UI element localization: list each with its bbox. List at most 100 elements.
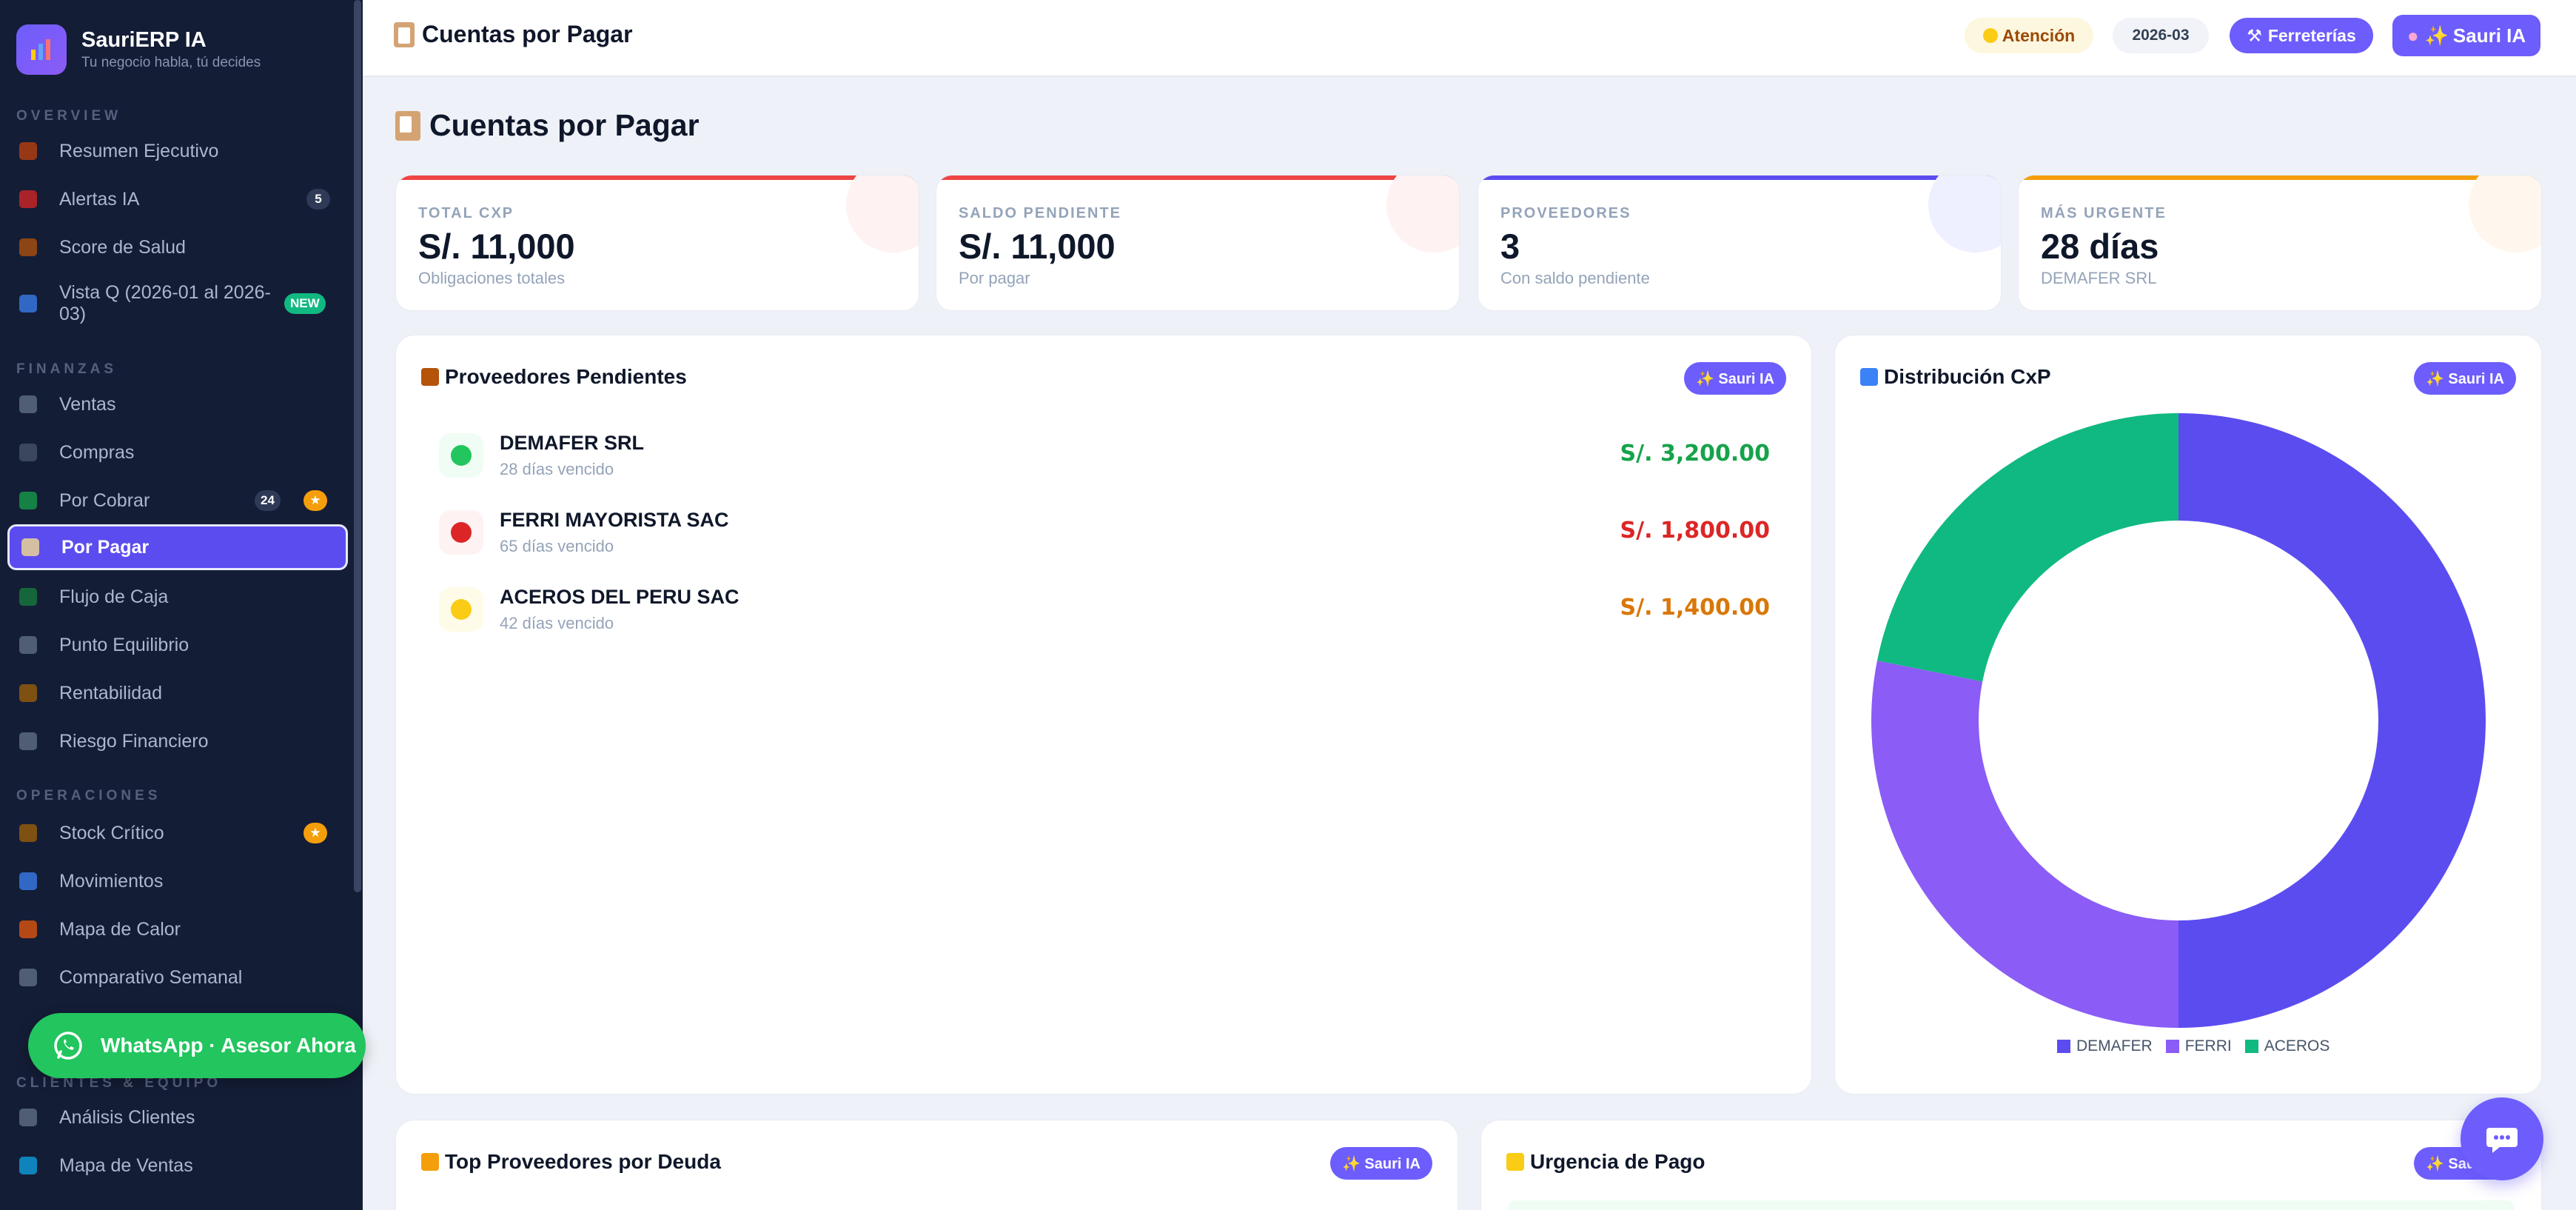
sidebar-item-mapa-ventas[interactable]: Mapa de Ventas bbox=[7, 1143, 348, 1189]
whatsapp-button[interactable]: WhatsApp · Asesor Ahora bbox=[28, 1013, 366, 1078]
clipboard-icon bbox=[21, 538, 39, 556]
brand-logo-icon bbox=[16, 24, 67, 75]
sidebar-item-label: Compras bbox=[59, 441, 135, 463]
traffic-light-icon bbox=[1506, 1153, 1524, 1171]
alerts-count-badge: 5 bbox=[306, 189, 330, 210]
bag-icon bbox=[19, 684, 37, 702]
legend-label: FERRI bbox=[2184, 1037, 2232, 1054]
legend-item[interactable]: FERRI bbox=[2165, 1037, 2232, 1055]
status-indicator-icon bbox=[439, 433, 483, 478]
sidebar-item-analisis-clientes[interactable]: Análisis Clientes bbox=[7, 1094, 348, 1140]
sidebar-item-label: Alertas IA bbox=[59, 188, 140, 210]
sector-button[interactable]: ⚒ Ferreterías bbox=[2230, 18, 2373, 53]
kpi-sub: Con saldo pendiente bbox=[1500, 269, 1650, 287]
kpi-label: SALDO PENDIENTE bbox=[959, 205, 1122, 221]
urgency-card-title: Urgencia de Pago bbox=[1506, 1150, 1705, 1174]
sidebar-item-por-cobrar[interactable]: Por Cobrar 24 ★ bbox=[7, 478, 348, 524]
sidebar-item-flujo-caja[interactable]: Flujo de Caja bbox=[7, 574, 348, 620]
provider-name: FERRI MAYORISTA SAC bbox=[500, 509, 729, 531]
whatsapp-icon bbox=[54, 1032, 82, 1060]
sidebar-item-score[interactable]: Score de Salud bbox=[7, 224, 348, 270]
kpi-value: S/. 11,000 bbox=[959, 227, 1116, 266]
distribution-card-title: Distribución CxP bbox=[1860, 365, 2051, 389]
top-providers-card-title: Top Proveedores por Deuda bbox=[421, 1150, 721, 1174]
kpi-sub: DEMAFER SRL bbox=[2041, 269, 2157, 287]
sidebar-item-resumen[interactable]: Resumen Ejecutivo bbox=[7, 128, 348, 174]
sidebar-item-label: Vista Q (2026-01 al 2026-03) bbox=[59, 282, 271, 324]
brain-icon: ● bbox=[2406, 24, 2419, 47]
sidebar-item-mapa-calor[interactable]: Mapa de Calor bbox=[7, 906, 348, 952]
pill-icon bbox=[19, 238, 37, 256]
sidebar-item-label: Mapa de Calor bbox=[59, 918, 181, 940]
status-indicator-icon bbox=[439, 510, 483, 555]
providers-card-title-text: Proveedores Pendientes bbox=[445, 365, 687, 388]
kpi-value: 3 bbox=[1500, 227, 1520, 266]
status-indicator-icon bbox=[439, 587, 483, 632]
por-cobrar-count-badge: 24 bbox=[255, 490, 281, 511]
sidebar-item-label: Stock Crítico bbox=[59, 822, 164, 843]
sauri-ia-label: Sauri IA bbox=[2452, 24, 2526, 47]
topbar-title: Cuentas por Pagar bbox=[394, 21, 633, 48]
legend-swatch bbox=[2244, 1040, 2258, 1053]
box-icon bbox=[19, 824, 37, 842]
sidebar-item-label: Punto Equilibrio bbox=[59, 634, 189, 655]
brand[interactable]: SauriERP IA Tu negocio habla, tú decides bbox=[16, 24, 261, 76]
legend-item[interactable]: DEMAFER bbox=[2057, 1037, 2153, 1055]
donut-chart bbox=[1871, 413, 2486, 1028]
clipboard-icon bbox=[395, 110, 420, 141]
kpi-value: S/. 11,000 bbox=[418, 227, 575, 266]
sidebar-item-riesgo[interactable]: Riesgo Financiero bbox=[7, 718, 348, 764]
sidebar-item-movimientos[interactable]: Movimientos bbox=[7, 858, 348, 904]
section-operaciones: OPERACIONES bbox=[16, 788, 161, 803]
kpi-total-cxp: TOTAL CXP S/. 11,000 Obligaciones totale… bbox=[395, 175, 919, 311]
new-badge: NEW bbox=[284, 293, 326, 314]
clipboard-icon bbox=[394, 21, 415, 47]
sidebar-item-label: Comparativo Semanal bbox=[59, 966, 243, 988]
period-chip[interactable]: 2026-03 bbox=[2113, 18, 2209, 53]
cart-icon bbox=[19, 444, 37, 461]
hammer-icon: ⚒ bbox=[2247, 25, 2262, 45]
sidebar-item-punto-equilibrio[interactable]: Punto Equilibrio bbox=[7, 622, 348, 668]
urgency-card: Urgencia de Pago ✨ Sauri IA bbox=[1480, 1120, 2542, 1210]
sauri-ia-button[interactable]: ✨ Sauri IA bbox=[1684, 362, 1786, 395]
sidebar-item-label: Score de Salud bbox=[59, 236, 186, 258]
sidebar-item-por-pagar[interactable]: Por Pagar bbox=[7, 524, 348, 570]
sidebar-item-label: Análisis Clientes bbox=[59, 1106, 195, 1128]
home-icon bbox=[19, 142, 37, 160]
sauri-ia-button[interactable]: ● ✨ Sauri IA bbox=[2392, 15, 2540, 56]
provider-row[interactable]: FERRI MAYORISTA SAC 65 días vencido S/. … bbox=[439, 500, 1770, 566]
scale-icon bbox=[19, 636, 37, 654]
chat-bubble-icon bbox=[2486, 1128, 2518, 1153]
chat-button[interactable] bbox=[2461, 1097, 2543, 1180]
donut-slice-aceros[interactable] bbox=[1876, 413, 2178, 682]
sector-label: Ferreterías bbox=[2267, 25, 2356, 45]
sidebar-item-alertas[interactable]: Alertas IA 5 bbox=[7, 176, 348, 222]
sauri-ia-button[interactable]: ✨ Sauri IA bbox=[2414, 362, 2516, 395]
sidebar-item-rentabilidad[interactable]: Rentabilidad bbox=[7, 670, 348, 716]
refresh-icon bbox=[19, 872, 37, 890]
kpi-label: TOTAL CXP bbox=[418, 205, 514, 221]
legend-item[interactable]: ACEROS bbox=[2244, 1037, 2330, 1055]
sidebar-item-compras[interactable]: Compras bbox=[7, 429, 348, 475]
sidebar-item-ventas[interactable]: Ventas bbox=[7, 381, 348, 427]
sidebar-item-label: Flujo de Caja bbox=[59, 586, 169, 607]
top-providers-card-title-text: Top Proveedores por Deuda bbox=[445, 1150, 721, 1173]
provider-row[interactable]: DEMAFER SRL 28 días vencido S/. 3,200.00 bbox=[439, 423, 1770, 489]
urgency-card-title-text: Urgencia de Pago bbox=[1530, 1150, 1705, 1173]
sidebar-item-stock[interactable]: Stock Crítico ★ bbox=[7, 810, 348, 856]
kpi-sub: Por pagar bbox=[959, 269, 1030, 287]
sauri-ia-button[interactable]: ✨ Sauri IA bbox=[1330, 1147, 1432, 1180]
whatsapp-label: WhatsApp · Asesor Ahora bbox=[101, 1034, 356, 1057]
sidebar-item-comparativo[interactable]: Comparativo Semanal bbox=[7, 955, 348, 1000]
sidebar-item-vista-q[interactable]: Vista Q (2026-01 al 2026-03) NEW bbox=[7, 274, 348, 333]
sparkle-icon: ✨ bbox=[2424, 24, 2449, 47]
kpi-label: MÁS URGENTE bbox=[2041, 205, 2167, 221]
section-finanzas: FINANZAS bbox=[16, 361, 118, 377]
provider-name: DEMAFER SRL bbox=[500, 432, 644, 454]
donut-slice-demafer[interactable] bbox=[2178, 413, 2486, 1028]
sidebar-scrollbar[interactable] bbox=[354, 0, 361, 892]
provider-row[interactable]: ACEROS DEL PERU SAC 42 días vencido S/. … bbox=[439, 577, 1770, 644]
provider-amount: S/. 3,200.00 bbox=[1620, 441, 1770, 467]
sidebar-item-label: Por Pagar bbox=[61, 536, 150, 558]
donut-slice-ferri[interactable] bbox=[1871, 661, 2178, 1028]
